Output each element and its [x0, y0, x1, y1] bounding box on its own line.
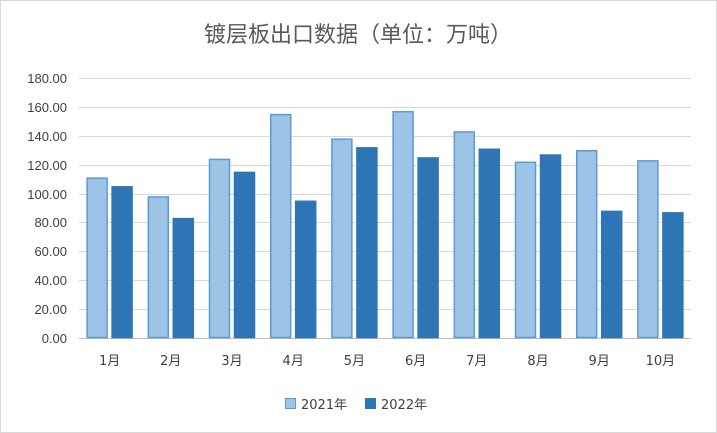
y-tick-label: 20.00 — [34, 302, 67, 317]
x-category-label: 10月 — [646, 354, 676, 369]
legend-swatch — [365, 398, 376, 409]
legend-label: 2021年 — [301, 398, 347, 413]
y-tick-label: 180.00 — [27, 71, 67, 86]
gridlines — [79, 78, 691, 339]
legend-label: 2022年 — [381, 398, 427, 413]
x-category-label: 3月 — [221, 354, 242, 369]
y-tick-label: 160.00 — [27, 100, 67, 115]
bar-2021 — [637, 160, 659, 339]
x-category-label: 1月 — [99, 354, 120, 369]
bar-2021 — [514, 161, 537, 339]
bar-2022 — [478, 148, 501, 339]
x-category-label: 8月 — [527, 354, 548, 369]
bar-2021 — [147, 196, 170, 339]
bars — [86, 110, 684, 339]
y-tick-label: 0.00 — [42, 331, 67, 346]
bar-2022 — [233, 171, 256, 339]
x-category-label: 9月 — [589, 354, 610, 369]
bar-2021 — [86, 177, 108, 339]
y-tick-label: 60.00 — [34, 244, 67, 259]
x-category-label: 4月 — [283, 354, 304, 369]
legend-swatch — [285, 398, 296, 409]
y-axis-ticks: 0.00 20.00 40.00 60.00 80.00 100.00 120.00 140.… — [27, 71, 67, 346]
bar-2021 — [453, 131, 476, 339]
bar-2022 — [417, 157, 439, 339]
chart-title: 镀层板出口数据（单位：万吨） — [204, 23, 512, 48]
y-tick-label: 120.00 — [27, 158, 67, 173]
bar-2022 — [356, 147, 378, 339]
x-category-label: 7月 — [466, 354, 487, 369]
bar-2021 — [269, 113, 292, 339]
bar-2022 — [600, 210, 623, 339]
y-tick-label: 100.00 — [27, 187, 67, 202]
bar-2021 — [331, 138, 353, 339]
x-axis-categories: 1月 2月 3月 4月 5月 6月 7月 8月 9月 10月 — [99, 354, 675, 369]
bar-2021 — [392, 110, 414, 339]
bar-2022 — [111, 186, 133, 339]
legend: 2021年 2022年 — [285, 398, 427, 413]
x-category-label: 5月 — [344, 354, 365, 369]
y-tick-label: 80.00 — [34, 215, 67, 230]
y-tick-label: 40.00 — [34, 273, 67, 288]
x-category-label: 2月 — [160, 354, 181, 369]
bar-2022 — [539, 154, 562, 339]
bar-2022 — [294, 200, 317, 339]
bar-2022 — [662, 212, 684, 339]
bar-2021 — [575, 149, 598, 339]
y-tick-label: 140.00 — [27, 129, 67, 144]
bar-2022 — [172, 217, 195, 339]
bar-2021 — [208, 158, 231, 339]
x-category-label: 6月 — [405, 354, 426, 369]
